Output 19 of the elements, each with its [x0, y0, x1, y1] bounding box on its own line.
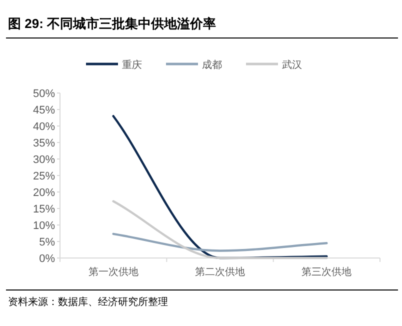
y-tick-label: 0%: [39, 253, 56, 265]
y-tick-label: 35%: [32, 138, 56, 150]
title: 图 29: 不同城市三批集中供地溢价率: [8, 16, 216, 31]
y-tick-label: 45%: [32, 104, 56, 116]
y-tick-label: 30%: [32, 154, 56, 166]
y-tick-label: 5%: [39, 236, 56, 248]
legend-label: 成都: [202, 59, 222, 71]
legend-label: 重庆: [122, 59, 142, 71]
y-tick-label: 10%: [32, 220, 56, 232]
x-tick-label: 第二次供地: [195, 266, 245, 278]
y-tick-label: 40%: [32, 121, 56, 133]
x-tick-label: 第一次供地: [88, 266, 138, 278]
x-tick-label: 第三次供地: [302, 266, 352, 278]
y-tick-label: 25%: [32, 170, 56, 182]
annotation: 资料来源：数据库、经济研究所整理: [8, 297, 168, 308]
y-tick-label: 15%: [32, 204, 56, 216]
legend-label: 武汉: [282, 59, 302, 71]
y-tick-label: 20%: [32, 187, 56, 199]
y-tick-label: 50%: [32, 88, 56, 100]
